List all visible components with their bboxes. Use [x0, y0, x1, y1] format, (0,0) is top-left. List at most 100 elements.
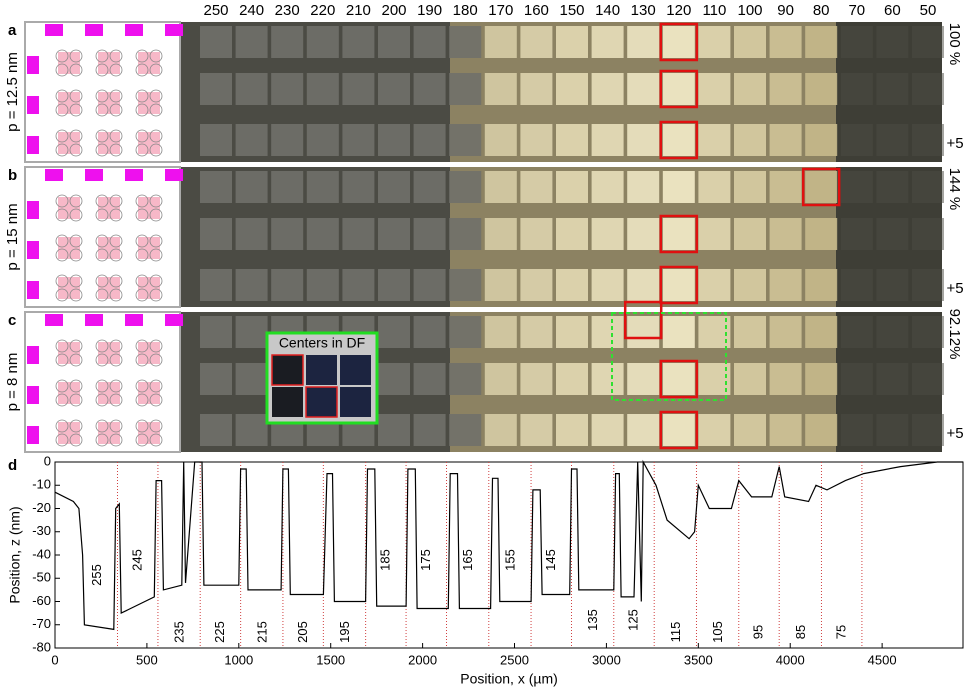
pattern-square — [592, 269, 624, 301]
schematic-pad — [58, 197, 80, 219]
pattern-square — [307, 73, 339, 105]
pattern-square — [556, 363, 588, 395]
pattern-square — [200, 73, 232, 105]
pattern-square — [663, 218, 695, 250]
schematic-pad — [58, 237, 80, 259]
pattern-square — [698, 218, 730, 250]
pattern-square — [770, 414, 802, 446]
pattern-square — [592, 26, 624, 58]
pattern-square — [271, 73, 303, 105]
pattern-square — [414, 26, 446, 58]
schematic-pad — [138, 52, 160, 74]
pattern-square — [627, 171, 659, 203]
pattern-square — [698, 171, 730, 203]
pattern-square — [200, 363, 232, 395]
schematic-bar — [27, 136, 39, 154]
x-tick-label: 3000 — [592, 652, 621, 667]
schematic-pad — [58, 52, 80, 74]
pattern-square — [449, 124, 481, 156]
y-tick-label: -50 — [32, 570, 51, 585]
dose-annotation: 145 — [543, 549, 558, 571]
pattern-square — [485, 26, 517, 58]
dose-annotation: 155 — [502, 549, 517, 571]
pattern-square — [876, 26, 908, 58]
schematic-bar — [27, 56, 39, 74]
pattern-square — [592, 73, 624, 105]
pattern-square — [805, 124, 837, 156]
pattern-square — [770, 218, 802, 250]
pattern-square — [520, 363, 552, 395]
pattern-square — [236, 316, 268, 348]
pattern-square — [307, 26, 339, 58]
pitch-label: p = 8 nm — [4, 353, 21, 412]
pattern-square — [236, 363, 268, 395]
scale-label: 144 % — [946, 168, 963, 211]
pattern-square — [876, 414, 908, 446]
pattern-square — [520, 269, 552, 301]
pattern-square — [698, 269, 730, 301]
pattern-square — [236, 26, 268, 58]
pattern-square — [663, 316, 695, 348]
inset-tile — [306, 387, 337, 417]
pattern-square — [236, 73, 268, 105]
pattern-square — [841, 218, 873, 250]
pattern-square — [271, 124, 303, 156]
pattern-square — [770, 124, 802, 156]
pattern-square — [912, 73, 944, 105]
dose-label: 210 — [346, 2, 371, 19]
pattern-square — [342, 26, 374, 58]
pattern-square — [378, 316, 410, 348]
pattern-square — [342, 269, 374, 301]
dose-label: 170 — [488, 2, 513, 19]
pattern-square — [378, 73, 410, 105]
pattern-square — [734, 26, 766, 58]
dose-annotation: 95 — [751, 625, 766, 639]
panel-label: b — [8, 167, 17, 184]
inset-tile — [340, 355, 371, 385]
pattern-square — [449, 269, 481, 301]
x-tick-label: 4500 — [868, 652, 897, 667]
dose-annotation: 245 — [129, 549, 144, 571]
pattern-square — [841, 73, 873, 105]
x-tick-label: 0 — [51, 652, 58, 667]
schematic-pad — [98, 237, 120, 259]
dose-label: 50 — [920, 2, 937, 19]
schematic-bar — [45, 24, 63, 36]
schematic-bar — [27, 281, 39, 299]
y-tick-label: -60 — [32, 593, 51, 608]
dose-annotation: 115 — [668, 622, 683, 643]
pattern-square — [592, 363, 624, 395]
pattern-square — [876, 124, 908, 156]
dose-annotation: 85 — [793, 625, 808, 639]
pattern-square — [485, 124, 517, 156]
schematic-pad — [98, 92, 120, 114]
inset-tile — [272, 387, 303, 417]
schematic-pad — [138, 382, 160, 404]
schematic-pad — [98, 422, 120, 444]
page: 2502402302202102001901801701601501401301… — [0, 0, 968, 691]
panel-label: a — [8, 22, 17, 39]
pitch-label: p = 15 nm — [4, 203, 21, 270]
pattern-square — [485, 269, 517, 301]
pattern-square — [912, 218, 944, 250]
schematic-bar — [27, 426, 39, 444]
panel-label: c — [8, 312, 16, 329]
schematic-bar — [27, 346, 39, 364]
dose-label: 190 — [417, 2, 442, 19]
pattern-square — [592, 218, 624, 250]
pattern-square — [449, 218, 481, 250]
pattern-square — [734, 218, 766, 250]
dose-label: 230 — [275, 2, 300, 19]
schematic-pad — [98, 132, 120, 154]
pattern-square — [876, 171, 908, 203]
x-tick-label: 2000 — [408, 652, 437, 667]
dose-annotation: 135 — [585, 609, 600, 631]
pattern-square — [627, 316, 659, 348]
schematic-pad — [138, 132, 160, 154]
schematic-pad — [98, 342, 120, 364]
pattern-square — [271, 171, 303, 203]
pattern-square — [698, 414, 730, 446]
pattern-square — [556, 414, 588, 446]
schematic-bar — [125, 314, 143, 326]
pattern-square — [307, 218, 339, 250]
